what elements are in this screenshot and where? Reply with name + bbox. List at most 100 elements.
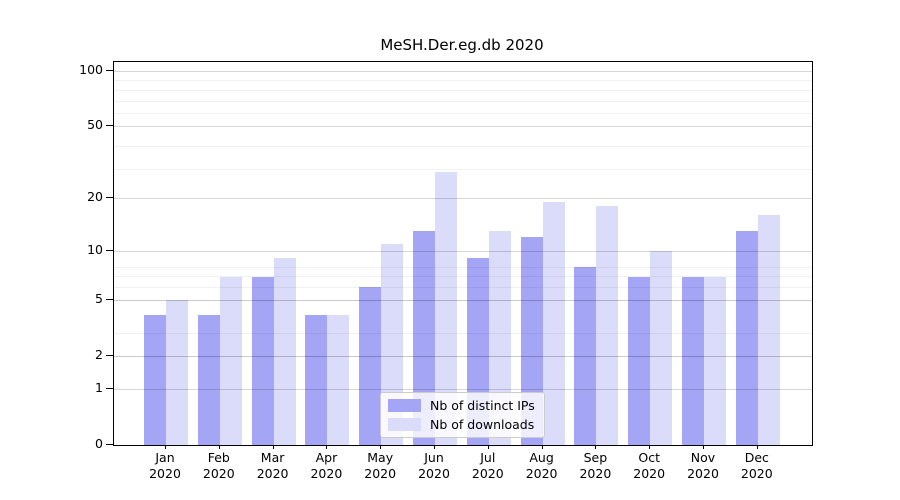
x-tick-label: Oct 2020 xyxy=(622,450,676,482)
bar-downloads xyxy=(273,258,296,445)
gridline-major xyxy=(114,198,812,200)
x-tick-label: Mar 2020 xyxy=(246,450,300,482)
gridline-minor xyxy=(114,276,812,278)
x-tick-label: Apr 2020 xyxy=(299,450,353,482)
x-tick-label: Jun 2020 xyxy=(407,450,461,482)
x-tick-mark xyxy=(165,444,166,449)
gridline-minor xyxy=(114,146,812,148)
x-tick-month: Dec xyxy=(744,450,769,465)
bar-distinct-ips xyxy=(197,314,220,445)
x-tick-mark xyxy=(595,444,597,449)
chart-title: MeSH.Der.eg.db 2020 xyxy=(380,36,544,54)
x-tick-year: 2020 xyxy=(579,466,612,481)
gridline-minor xyxy=(114,299,812,301)
x-tick-label: May 2020 xyxy=(353,450,407,482)
bar-downloads xyxy=(650,250,673,445)
bar-distinct-ips xyxy=(735,231,758,445)
x-tick-mark xyxy=(272,444,274,449)
x-tick-month: May xyxy=(367,450,394,465)
y-tick-mark xyxy=(106,249,113,251)
y-tick-mark xyxy=(106,125,113,127)
y-tick-mark xyxy=(106,387,113,389)
bar-downloads xyxy=(596,206,619,445)
x-tick-label: Jul 2020 xyxy=(461,450,515,482)
x-tick-year: 2020 xyxy=(202,466,235,481)
x-tick-month: Apr xyxy=(315,450,338,465)
gridline-major xyxy=(114,71,812,72)
x-tick-year: 2020 xyxy=(149,466,181,481)
x-tick-mark xyxy=(487,444,489,449)
gridline-minor xyxy=(114,266,812,268)
bar-distinct-ips xyxy=(359,287,382,445)
x-tick-mark xyxy=(434,444,435,449)
x-tick-mark xyxy=(218,444,220,449)
bar-downloads xyxy=(757,215,780,445)
x-tick-month: Jul xyxy=(480,450,496,465)
y-tick-label: 5 xyxy=(95,290,103,306)
plot-area xyxy=(113,61,813,446)
bar-downloads xyxy=(435,172,457,445)
gridline-major xyxy=(114,388,812,390)
bar-downloads xyxy=(704,276,726,445)
x-tick-year: 2020 xyxy=(633,466,666,481)
x-tick-label: Jan 2020 xyxy=(138,450,192,482)
gridline-major xyxy=(114,299,812,301)
x-tick-mark xyxy=(541,444,543,449)
x-tick-label: Nov 2020 xyxy=(676,450,730,482)
y-tick-label: 10 xyxy=(87,241,103,257)
x-tick-month: Oct xyxy=(638,450,660,465)
gridline-minor xyxy=(114,80,812,82)
bar-distinct-ips xyxy=(305,314,328,445)
legend: Nb of distinct IPs Nb of downloads xyxy=(380,392,545,438)
x-tick-year: 2020 xyxy=(364,466,397,481)
y-tick-mark xyxy=(106,298,113,300)
x-tick-label: Dec 2020 xyxy=(730,450,784,482)
bar-distinct-ips xyxy=(574,266,597,445)
x-tick-label: Sep 2020 xyxy=(568,450,622,482)
y-tick-label: 50 xyxy=(87,117,103,133)
x-tick-label: Aug 2020 xyxy=(515,450,569,482)
gridline-minor xyxy=(114,287,812,289)
x-tick-label: Feb 2020 xyxy=(192,450,246,482)
y-tick-label: 100 xyxy=(79,62,103,77)
legend-swatch-distinct-ips xyxy=(388,399,421,412)
y-tick-label: 2 xyxy=(95,346,103,362)
gridline-major xyxy=(114,250,812,252)
bar-downloads xyxy=(166,299,188,445)
x-tick-year: 2020 xyxy=(310,466,343,481)
gridline-major xyxy=(114,126,812,128)
x-tick-month: Sep xyxy=(583,450,608,465)
bar-distinct-ips xyxy=(413,231,435,445)
x-tick-month: Feb xyxy=(207,450,230,465)
gridline-major xyxy=(114,355,812,357)
x-tick-mark xyxy=(649,444,651,449)
x-tick-mark xyxy=(756,444,758,449)
gridline-minor xyxy=(114,113,812,115)
gridline-minor xyxy=(114,169,812,171)
x-tick-year: 2020 xyxy=(418,466,450,481)
y-tick-label: 20 xyxy=(87,189,103,205)
x-tick-year: 2020 xyxy=(256,466,289,481)
gridline-minor xyxy=(114,89,812,91)
bar-downloads xyxy=(327,314,350,445)
gridline-minor xyxy=(114,100,812,102)
legend-item: Nb of distinct IPs xyxy=(388,398,535,413)
x-tick-year: 2020 xyxy=(740,466,773,481)
bar-downloads xyxy=(219,276,242,445)
x-tick-month: Jan xyxy=(155,450,175,465)
x-tick-year: 2020 xyxy=(471,466,504,481)
gridline-minor xyxy=(114,332,812,334)
legend-label: Nb of downloads xyxy=(430,417,535,432)
x-tick-mark xyxy=(326,444,328,449)
x-tick-mark xyxy=(703,444,704,449)
x-tick-month: Aug xyxy=(529,450,554,465)
x-tick-month: Jun xyxy=(424,450,444,465)
y-tick-mark xyxy=(106,444,113,445)
legend-label: Nb of distinct IPs xyxy=(430,398,535,413)
y-tick-mark xyxy=(106,70,113,71)
x-tick-mark xyxy=(380,444,382,449)
y-tick-mark xyxy=(106,197,113,199)
bar-downloads xyxy=(542,202,565,445)
bar-distinct-ips xyxy=(628,276,651,445)
bar-distinct-ips xyxy=(251,276,274,445)
